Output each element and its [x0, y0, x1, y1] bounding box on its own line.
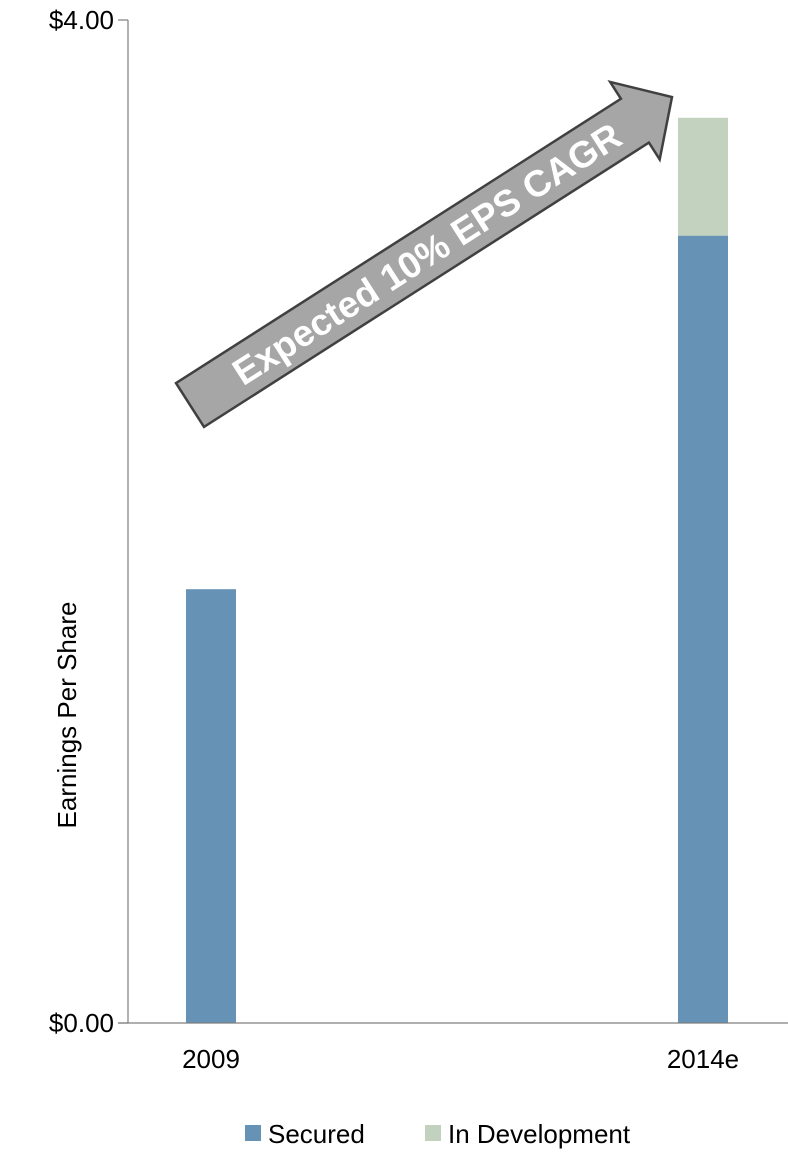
y-axis-title: Earnings Per Share	[52, 602, 82, 829]
x-tick-labels: 2009 2014e	[182, 1044, 739, 1074]
x-tick-label: 2014e	[667, 1044, 739, 1074]
cagr-arrow-text: Expected 10% EPS CAGR	[225, 115, 628, 393]
x-tick-label: 2009	[182, 1044, 240, 1074]
cagr-arrow-group: Expected 10% EPS CAGR	[174, 79, 674, 429]
legend-label-in-development: In Development	[448, 1119, 631, 1149]
legend-label-secured: Secured	[268, 1119, 365, 1149]
legend-swatch-secured	[245, 1125, 261, 1141]
y-tick-label: $0.00	[49, 1008, 114, 1038]
bars-layer	[186, 117, 728, 1023]
bar-secured-2014e	[678, 235, 728, 1023]
axis-layer	[118, 20, 788, 1024]
ticks-layer: $0.00 $4.00	[49, 5, 128, 1038]
cagr-arrow-shape	[174, 79, 674, 429]
legend: Secured In Development	[245, 1119, 631, 1149]
cagr-annotation: Expected 10% EPS CAGR	[174, 79, 674, 429]
bar-in-development-2014e	[678, 117, 728, 236]
y-tick-label: $4.00	[49, 5, 114, 35]
legend-swatch-in-development	[425, 1125, 441, 1141]
bar-secured-2009	[186, 589, 236, 1023]
